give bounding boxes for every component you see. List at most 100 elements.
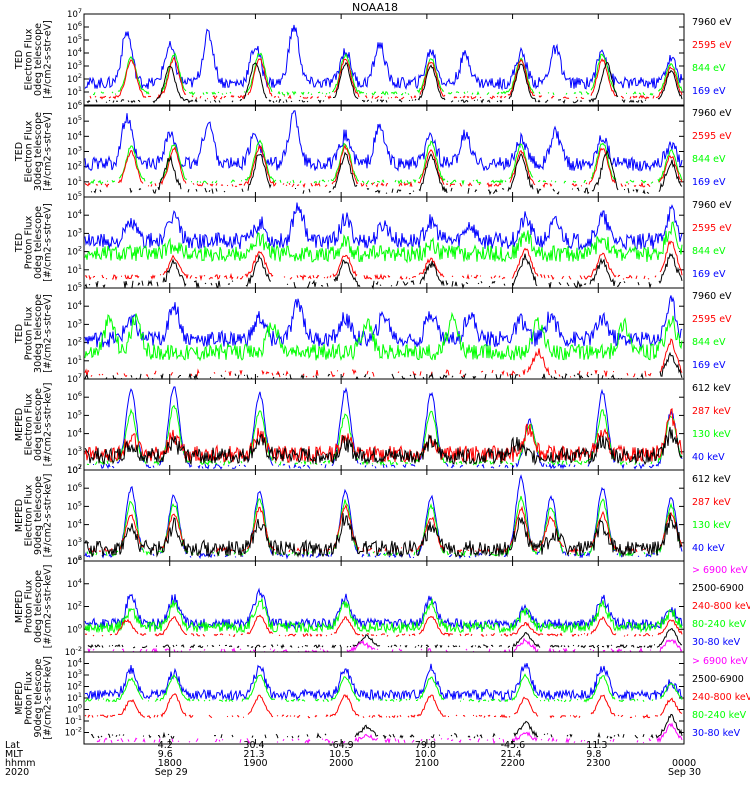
legend-entry: 612 keV [692,474,731,485]
legend-entry: 169 eV [692,177,726,188]
y-tick-label: 105 [67,114,82,127]
x-tick-label: 10.5 [329,749,350,760]
series-line [96,722,683,745]
x-tick-label: 4.2 [158,740,173,751]
legend-entry: 40 keV [692,452,725,463]
x-tick-label: 9.6 [158,749,173,760]
x-tick-label: Sep 29 [155,767,188,778]
x-tick-label: -45.6 [501,740,526,751]
legend-entry: 240-800 keV [692,601,750,612]
y-tick-label: 102 [67,600,82,613]
legend-entry: 30-80 keV [692,728,741,739]
y-axis-label: MEPEDElectron Flux0deg telescope[#/cm2-s… [14,383,54,467]
legend-entry: 7960 eV [692,200,732,211]
series-line [84,693,683,719]
series-line [89,56,683,100]
legend-entry: 169 eV [692,360,726,371]
legend-entry: > 6900 keV [692,656,748,667]
x-tick-label: 2100 [415,758,439,769]
y-tick-label: 102 [67,245,82,258]
y-tick-label: 103 [67,668,82,681]
series-line [84,311,683,362]
y-axis-label: MEPEDProton Flux0deg telescope[#/cm2-s-s… [14,565,54,649]
panel-frame [83,105,685,198]
y-tick-label: 107 [67,372,82,385]
y-tick-label: 105 [67,190,82,203]
y-tick-label: 103 [67,317,82,330]
panel-4: 101 102 103 104 105 TEDProton Flux30deg teles… [14,281,732,381]
y-tick-label: 106 [67,481,82,494]
legend-entry: 80-240 keV [692,619,747,630]
legend-entry: 40 keV [692,543,725,554]
y-tick-label: 104 [67,518,82,531]
x-axis-footer: Lat 4.2 30.4 -64.9 79.8 -45.6 11.3 MLT 9.6 21.3 10… [5,740,701,778]
y-tick-label: 105 [67,33,82,46]
y-tick-label: 101 [67,263,82,276]
x-tick-label: 2300 [586,758,610,769]
y-tick-label: 106 [67,554,82,567]
legend-entry: 30-80 keV [692,637,741,648]
legend-entry: 2595 eV [692,131,732,142]
y-tick-label: 106 [67,99,82,112]
legend-entry: 169 eV [692,86,726,97]
legend-entry: 80-240 keV [692,710,747,721]
legend-entry: 130 keV [692,520,731,531]
legend-entry: 7960 eV [692,108,732,119]
x-tick-label: 1900 [243,758,267,769]
x-row-label: 2020 [5,767,29,778]
series-line [84,598,683,634]
series-line [84,295,683,349]
legend-entry: 130 keV [692,429,731,440]
legend-entry: 844 eV [692,246,726,257]
panel-frame [83,13,685,106]
y-tick-label: 101 [67,691,82,704]
panel-6: 102 103 104 105 106 107 MEPEDElectron Flux90de… [14,463,731,567]
y-tick-label: 104 [67,208,82,221]
series-line [84,673,683,703]
x-tick-label: 2000 [329,758,353,769]
panel-3: 101 102 103 104 105 TEDProton Flux0deg telesc… [14,190,732,290]
x-tick-label: 2200 [501,758,525,769]
y-tick-label: 104 [67,299,82,312]
series-line [87,627,682,649]
legend-entry: 7960 eV [692,17,732,28]
y-tick-label: 105 [67,281,82,294]
x-tick-label: -64.9 [329,740,354,751]
x-tick-label: 79.8 [415,740,436,751]
x-row-label: Lat [5,740,20,751]
series-line [84,614,683,638]
series-line [93,386,683,470]
y-axis-label: MEPEDProton Flux90deg telescope[#/cm2-s-… [14,656,54,740]
x-tick-label: 21.4 [501,749,522,760]
series-line [84,24,683,91]
y-tick-label: 102 [67,160,82,173]
legend-entry: 2595 eV [692,314,732,325]
y-tick-label: 10-2 [65,645,82,658]
y-tick-label: 102 [67,72,82,85]
y-tick-label: 106 [67,390,82,403]
y-tick-label: 102 [67,463,82,476]
legend-entry: 844 eV [692,154,726,165]
series-line [84,221,683,264]
panel-frame [83,651,685,745]
legend-entry: 240-800 keV [692,692,750,703]
series-line [84,351,683,381]
legend-entry: 2595 eV [692,223,732,234]
x-tick-label: 0000 [672,758,696,769]
x-tick-label: 11.3 [586,740,607,751]
y-axis-label: TEDElectron Flux0deg telescope[#/cm2-s-s… [14,20,54,99]
legend-entry: 169 eV [692,269,726,280]
y-tick-label: 103 [67,145,82,158]
y-tick-label: 104 [67,657,82,670]
x-tick-label: 10.0 [415,749,436,760]
y-tick-label: 103 [67,536,82,549]
x-tick-label: 1800 [158,758,182,769]
series-line [89,139,683,186]
series-line [92,52,683,96]
series-line [90,713,683,740]
y-axis-label: TEDProton Flux0deg telescope[#/cm2-s-str… [14,203,54,282]
series-line [84,202,683,251]
